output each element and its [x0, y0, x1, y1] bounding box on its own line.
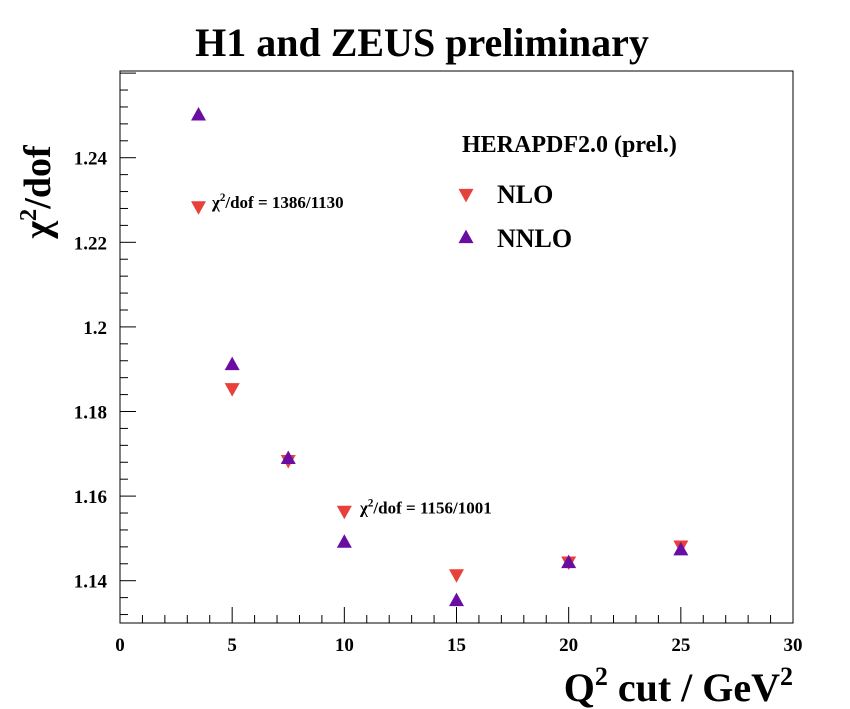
y-tick-label: 1.22 — [74, 233, 107, 254]
y-tick-label: 1.16 — [74, 487, 107, 508]
data-markers — [191, 107, 689, 607]
nnlo-point — [191, 107, 207, 121]
x-tick-label: 20 — [559, 635, 578, 656]
legend-entries: NLO NNLO — [458, 180, 572, 253]
legend-nlo-label: NLO — [497, 180, 553, 209]
nlo-point — [191, 201, 207, 215]
legend: HERAPDF2.0 (prel.) NLO NNLO — [458, 132, 677, 253]
nnlo-point — [449, 592, 464, 607]
x-tick-label: 10 — [335, 635, 354, 656]
chart-title: H1 and ZEUS preliminary — [195, 20, 649, 65]
legend-nlo-marker — [458, 188, 474, 203]
nlo-point — [336, 505, 352, 520]
nnlo-point — [336, 534, 352, 548]
x-axis-title: Q2 cut / GeV2 — [564, 662, 793, 709]
plot-area: 0 5 10 15 20 25 30 1.14 1.16 1.18 1.2 1.22 1.24 — [74, 70, 803, 656]
y-tick-label: 1.2 — [83, 318, 107, 339]
x-axis-tick-labels: 0 5 10 15 20 25 30 — [115, 635, 802, 656]
y-axis-title: χ2/dof — [15, 144, 59, 240]
chi2-annotation: χ2/dof = 1156/1001 — [359, 498, 492, 518]
nnlo-point — [561, 554, 577, 569]
nlo-point — [449, 569, 464, 583]
chi2-annotation: χ2/dof = 1386/1130 — [211, 192, 344, 212]
nnlo-point — [224, 356, 240, 371]
nlo-point — [224, 383, 240, 397]
y-axis-tick-labels: 1.14 1.16 1.18 1.2 1.22 1.24 — [74, 149, 108, 593]
legend-nnlo-marker — [458, 229, 474, 244]
x-tick-label: 5 — [227, 635, 237, 656]
nnlo-point — [280, 450, 296, 465]
x-tick-label: 25 — [671, 635, 690, 656]
x-axis-ticks — [119, 607, 794, 623]
plot-frame — [119, 70, 794, 624]
legend-nnlo-label: NNLO — [497, 224, 572, 253]
y-axis-ticks — [120, 72, 136, 616]
x-tick-label: 30 — [784, 635, 803, 656]
legend-title: HERAPDF2.0 (prel.) — [462, 132, 677, 158]
nnlo-point — [673, 541, 689, 556]
y-tick-label: 1.24 — [74, 149, 108, 170]
x-tick-label: 15 — [447, 635, 466, 656]
x-tick-label: 0 — [115, 635, 125, 656]
annotations: χ2/dof = 1386/1130 χ2/dof = 1156/1001 — [211, 192, 492, 517]
y-tick-label: 1.18 — [74, 403, 107, 424]
y-tick-label: 1.14 — [74, 572, 108, 593]
